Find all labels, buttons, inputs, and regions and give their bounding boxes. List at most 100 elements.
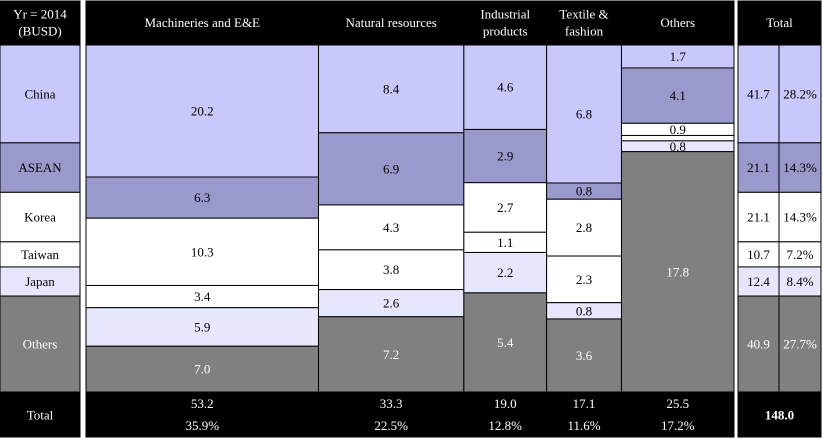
- row-share-value: 14.3%: [783, 210, 817, 225]
- segment-value-label: 3.6: [576, 348, 593, 363]
- segment-value-label: 4.3: [383, 220, 399, 235]
- segment-natural-resources-china: [317, 44, 465, 134]
- row-share-value: 27.7%: [783, 337, 817, 352]
- column-header-label: fashion: [565, 24, 604, 39]
- row-label-china: China: [24, 86, 55, 101]
- row-share-cell-china: [778, 44, 822, 144]
- column-header-machineries-and-e-e: [85, 0, 319, 45]
- segment-textile-fashion-others: [546, 318, 622, 393]
- segment-value-label: 4.6: [497, 80, 514, 95]
- segment-natural-resources-japan: [317, 289, 465, 318]
- segment-textile-fashion-taiwan: [546, 255, 622, 304]
- column-share-value: 22.5%: [374, 418, 408, 433]
- row-label-cell-asean: [0, 142, 81, 193]
- row-share-value: 8.4%: [786, 274, 813, 289]
- column-header-others: [620, 0, 735, 45]
- column-share-cell: [620, 413, 735, 438]
- segment-value-label: 8.4: [383, 81, 400, 96]
- row-share-value: 28.2%: [783, 86, 817, 101]
- segment-value-label: 0.8: [670, 139, 686, 154]
- row-label-cell-korea: [0, 191, 81, 243]
- row-label-cell-china: [0, 44, 81, 144]
- row-label-cell-taiwan: [0, 241, 81, 268]
- segment-value-label: 2.7: [497, 200, 514, 215]
- segment-value-label: 2.2: [497, 265, 513, 280]
- segment-machineries-and-e-e-japan: [85, 307, 319, 347]
- total-row-label: Total: [27, 408, 54, 423]
- row-label-japan: Japan: [25, 274, 55, 289]
- total-header-cell: [737, 0, 822, 45]
- column-share-value: 12.8%: [488, 418, 522, 433]
- segment-industrial-products-others: [463, 292, 548, 393]
- row-total-cell-others: [737, 295, 780, 393]
- segment-natural-resources-others: [317, 316, 465, 393]
- segment-value-label: 6.8: [576, 106, 592, 121]
- row-total-cell-korea: [737, 191, 780, 243]
- row-total-value: 10.7: [747, 247, 770, 262]
- segment-value-label: 2.8: [576, 220, 592, 235]
- segment-industrial-products-asean: [463, 128, 548, 184]
- segment-value-label: 0.8: [576, 303, 592, 318]
- segment-natural-resources-taiwan: [317, 249, 465, 291]
- segment-value-label: 6.3: [194, 190, 210, 205]
- segment-value-label: 7.2: [383, 347, 399, 362]
- segment-value-label: 3.8: [383, 262, 399, 277]
- row-total-value: 21.1: [747, 210, 770, 225]
- column-share-value: 11.6%: [567, 418, 600, 433]
- column-header-label: Machineries and E&E: [144, 15, 260, 30]
- segment-value-label: 20.2: [191, 104, 214, 119]
- row-label-others: Others: [23, 337, 58, 352]
- row-share-value: 14.3%: [783, 160, 817, 175]
- total-header-label: Total: [766, 15, 793, 30]
- segment-value-label: 5.9: [194, 319, 210, 334]
- row-total-cell-japan: [737, 266, 780, 297]
- row-label-korea: Korea: [24, 210, 56, 225]
- column-total-value: 17.1: [573, 396, 596, 411]
- column-header-natural-resources: [317, 0, 465, 45]
- row-share-cell-taiwan: [778, 241, 822, 268]
- column-total-value: 33.3: [380, 396, 403, 411]
- row-label-cell-others: [0, 295, 81, 393]
- row-share-value: 7.2%: [786, 247, 813, 262]
- grand-total-value: 148.0: [765, 408, 794, 423]
- segment-value-label: 1.7: [670, 49, 687, 64]
- segment-value-label: 4.1: [670, 88, 686, 103]
- segment-value-label: 7.0: [194, 362, 210, 377]
- row-label-taiwan: Taiwan: [21, 247, 60, 262]
- column-total-value: 25.5: [666, 396, 689, 411]
- row-share-cell-others: [778, 295, 822, 393]
- row-total-value: 12.4: [747, 274, 770, 289]
- column-header-label: Textile &: [559, 7, 608, 22]
- segment-value-label: 2.9: [497, 149, 513, 164]
- total-row-label-cell: [0, 392, 81, 438]
- row-label-cell-japan: [0, 266, 81, 297]
- segment-natural-resources-korea: [317, 204, 465, 251]
- row-total-value: 41.7: [747, 86, 770, 101]
- segment-industrial-products-korea: [463, 182, 548, 233]
- row-total-cell-asean: [737, 142, 780, 193]
- row-share-cell-japan: [778, 266, 822, 297]
- segment-others-others: [620, 151, 735, 393]
- segment-industrial-products-china: [463, 44, 548, 130]
- column-total-value: 19.0: [494, 396, 517, 411]
- column-total-value: 53.2: [191, 396, 214, 411]
- segment-value-label: 5.4: [497, 335, 514, 350]
- grand-total-cell: [737, 392, 822, 438]
- column-share-value: 35.9%: [185, 418, 219, 433]
- row-share-cell-korea: [778, 191, 822, 243]
- row-label-asean: ASEAN: [18, 160, 62, 175]
- column-header-label: Natural resources: [346, 15, 437, 30]
- segment-value-label: 2.6: [383, 296, 400, 311]
- segment-others-asean: [620, 67, 735, 124]
- segment-value-label: 17.8: [666, 264, 689, 279]
- segment-natural-resources-asean: [317, 132, 465, 206]
- row-share-cell-asean: [778, 142, 822, 193]
- segment-value-label: 1.1: [497, 235, 513, 250]
- segment-value-label: 2.3: [576, 272, 592, 287]
- column-header-label: Others: [660, 15, 695, 30]
- row-total-cell-china: [737, 44, 780, 144]
- column-share-value: 17.2%: [661, 418, 695, 433]
- corner-header: [0, 0, 81, 45]
- corner-label: (BUSD): [18, 24, 61, 39]
- row-total-value: 21.1: [747, 160, 770, 175]
